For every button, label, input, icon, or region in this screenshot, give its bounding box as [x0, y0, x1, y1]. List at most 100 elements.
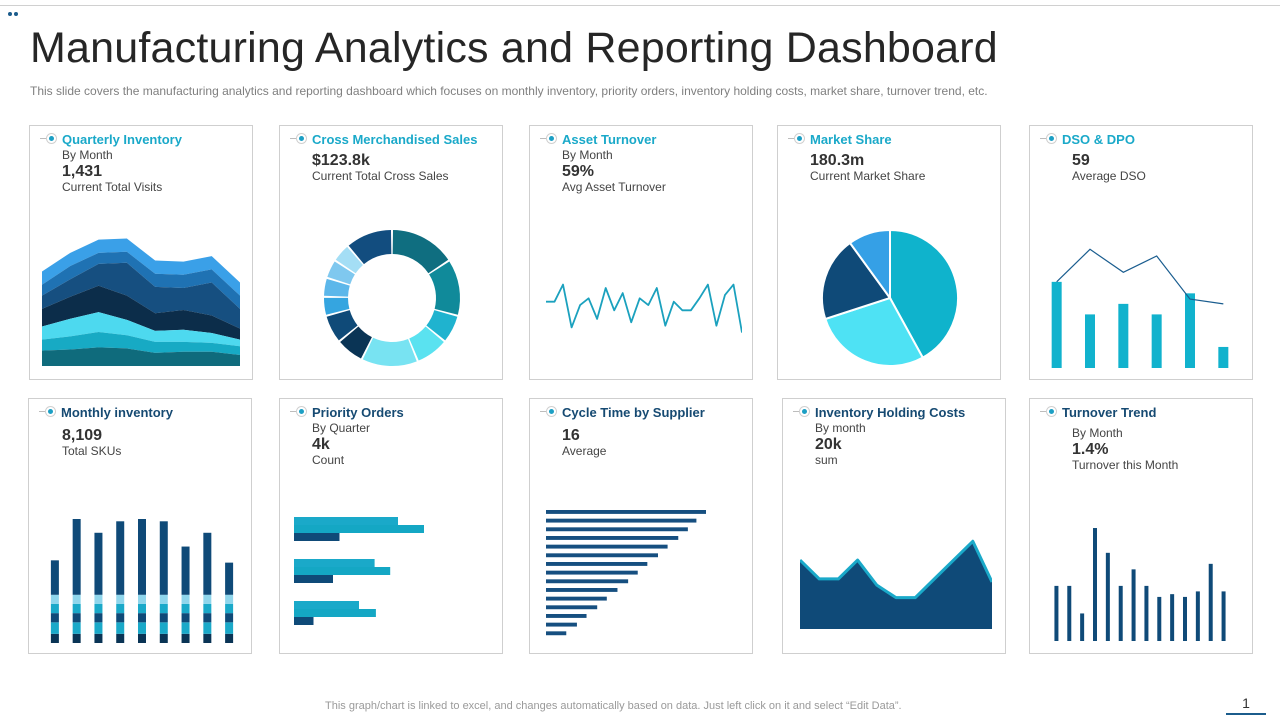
card-monthly-inventory: Monthly inventory 8,109 Total SKUs — [28, 398, 252, 654]
bar — [1054, 585, 1059, 641]
card-stats: 180.3m Current Market Share — [810, 152, 925, 184]
stacked-bar-segment — [225, 603, 234, 614]
stacked-bar-segment — [181, 613, 190, 623]
stat-caption: Average — [562, 444, 607, 459]
stat-label: By Month — [62, 148, 113, 162]
stacked-bar-segment — [159, 633, 168, 643]
stacked-bar-segment — [116, 594, 125, 604]
footer-note: This graph/chart is linked to excel, and… — [325, 700, 902, 712]
stat-value: 1,431 — [62, 162, 103, 180]
page-number: 1 — [1242, 695, 1250, 711]
pie-slice — [848, 228, 891, 302]
donut-slice — [348, 230, 392, 265]
chart-turnover-trend[interactable] — [1050, 517, 1230, 641]
line-series — [1056, 248, 1224, 305]
card-header: DSO & DPO — [1040, 131, 1135, 147]
stacked-bar-segment — [94, 613, 103, 623]
page-subtitle: This slide covers the manufacturing anal… — [30, 84, 988, 98]
bar — [1151, 314, 1162, 368]
stat-caption: Current Market Share — [810, 169, 926, 184]
stacked-bar-segment — [72, 633, 81, 643]
bar — [294, 567, 391, 575]
card-title: Turnover Trend — [1062, 404, 1157, 420]
stacked-bar-segment — [72, 603, 81, 614]
bar — [1051, 281, 1062, 368]
donut-slice — [324, 278, 350, 297]
area-series-s7 — [42, 238, 240, 296]
stacked-bar-segment — [138, 519, 146, 595]
bar — [1208, 563, 1213, 641]
card-inventory-holding-costs: Inventory Holding Costs By month 20k sum — [782, 398, 1006, 654]
stacked-bar-segment — [94, 594, 103, 604]
page-number-underline — [1226, 713, 1266, 715]
card-stats: 16 Average — [562, 427, 606, 459]
card-header: Inventory Holding Costs — [793, 404, 965, 420]
bar — [546, 596, 607, 601]
stacked-bar-segment — [138, 622, 146, 634]
card-header: Cycle Time by Supplier — [540, 404, 705, 420]
bullet-icon — [540, 406, 562, 418]
bar — [1221, 591, 1226, 641]
chart-dso-dpo[interactable] — [1040, 234, 1240, 368]
stat-value: 16 — [562, 427, 580, 444]
bar — [294, 609, 376, 617]
stacked-bar-segment — [203, 594, 212, 604]
stacked-bar-segment — [138, 633, 146, 643]
bar — [294, 575, 333, 583]
stacked-bar-segment — [50, 594, 59, 604]
stacked-bar-segment — [138, 613, 146, 623]
bar — [546, 553, 658, 558]
donut-slice — [340, 326, 372, 359]
stat-value: 59 — [1072, 152, 1090, 169]
stacked-bar-segment — [181, 594, 190, 604]
bar — [294, 617, 314, 625]
card-stats: $123.8k Current Total Cross Sales — [312, 152, 449, 184]
bar — [1080, 613, 1085, 641]
card-header: Cross Merchandised Sales — [290, 131, 477, 147]
card-stats: By Month 1.4% Turnover this Month — [1072, 426, 1178, 473]
stacked-bar-segment — [116, 521, 125, 595]
bar — [546, 579, 629, 584]
stacked-bar-segment — [225, 594, 234, 604]
bar — [1085, 314, 1095, 368]
donut-slice — [362, 337, 417, 366]
stacked-bar-segment — [72, 594, 81, 604]
stat-caption: Total SKUs — [62, 444, 122, 459]
stacked-bar-segment — [203, 613, 212, 623]
bar — [1118, 303, 1129, 368]
chart-market-share[interactable] — [815, 226, 965, 371]
chart-priority-orders[interactable] — [294, 517, 444, 637]
bar — [1183, 596, 1187, 641]
card-dso-dpo: DSO & DPO 59 Average DSO — [1029, 125, 1253, 380]
stacked-bar-segment — [138, 594, 146, 604]
card-stats: By month 20k sum — [815, 421, 866, 468]
stat-value: 180.3m — [810, 152, 865, 169]
pie-slice — [889, 228, 959, 359]
area-series-s4 — [42, 285, 240, 340]
stat-value: 20k — [815, 435, 842, 453]
card-asset-turnover: Asset Turnover By Month 59% Avg Asset Tu… — [529, 125, 753, 380]
stacked-bar-segment — [159, 622, 168, 634]
card-title: Asset Turnover — [562, 131, 657, 147]
chart-cross-merchandised-sales[interactable] — [317, 226, 467, 371]
chart-inventory-holding-costs[interactable] — [800, 535, 992, 629]
stacked-bar-segment — [159, 603, 168, 614]
stacked-bar-segment — [181, 633, 190, 643]
chart-asset-turnover[interactable] — [546, 276, 742, 336]
donut-slice — [324, 297, 350, 315]
card-stats: By Month 1,431 Current Total Visits — [62, 148, 162, 195]
stacked-bar-segment — [159, 613, 168, 623]
chart-quarterly-inventory[interactable] — [42, 236, 240, 366]
card-cross-merchandised-sales: Cross Merchandised Sales $123.8k Current… — [279, 125, 503, 380]
stacked-bar-segment — [94, 633, 103, 643]
chart-monthly-inventory[interactable] — [44, 519, 240, 643]
bar — [294, 525, 424, 533]
chart-cycle-time[interactable] — [546, 510, 706, 640]
bar — [294, 533, 340, 541]
bar — [1218, 346, 1229, 368]
stacked-bar-segment — [50, 633, 59, 643]
bar — [546, 622, 577, 627]
stacked-bar-segment — [225, 613, 234, 623]
pie-slice — [824, 296, 925, 367]
bullet-icon — [1040, 406, 1062, 418]
